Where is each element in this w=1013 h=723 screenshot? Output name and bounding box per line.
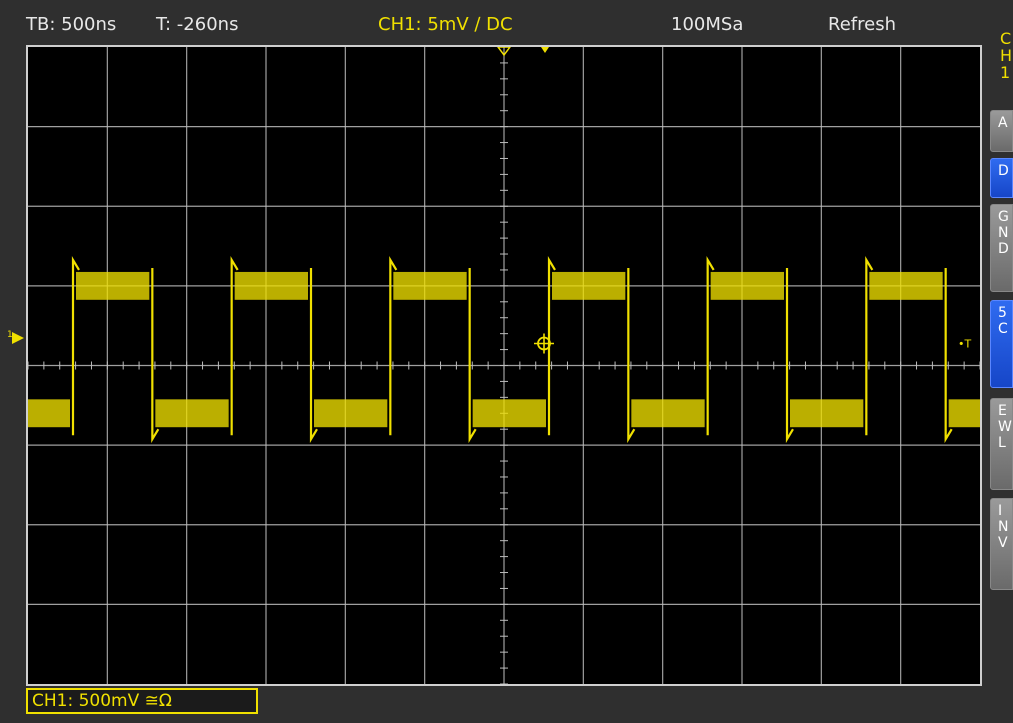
waveform-low-band <box>631 399 705 428</box>
waveform-plot: •T <box>27 46 981 685</box>
waveform-low-band <box>948 399 980 428</box>
sample-rate-readout: 100MSa <box>671 14 744 35</box>
softkey-1[interactable]: A <box>990 110 1013 152</box>
waveform-rising-edge <box>71 255 80 436</box>
softkey-label: A <box>998 115 1008 131</box>
corner-info-line: C <box>1000 30 1012 48</box>
softkey-label: G N D <box>998 209 1009 257</box>
waveform-falling-edge <box>468 267 477 444</box>
waveform-low-band <box>155 399 229 428</box>
trigger-level-marker: •T <box>958 338 971 351</box>
channel-setting-readout[interactable]: CH1: 5mV ∕ DC <box>378 14 513 35</box>
softkey-label: E W L <box>998 403 1012 451</box>
waveform-high-band <box>393 271 467 300</box>
ground-marker-label: 1 <box>7 330 13 340</box>
corner-info-line: 1 <box>1000 63 1011 81</box>
softkey-label: I N V <box>998 503 1009 551</box>
waveform-falling-edge <box>627 267 636 444</box>
waveform-falling-edge <box>309 267 318 444</box>
status-header: TB: 500ns T: -260ns CH1: 5mV ∕ DC 100MSa… <box>8 14 993 42</box>
waveform-high-band <box>76 271 150 300</box>
softkey-label: 5 C <box>998 305 1008 337</box>
channel-status-label: CH1: 500mV ≅Ω <box>32 691 172 711</box>
softkey-2[interactable]: D <box>990 158 1013 198</box>
channel-status-box[interactable]: CH1: 500mV ≅Ω <box>26 688 258 714</box>
trigger-offset-icon <box>541 47 549 53</box>
waveform-falling-edge <box>785 267 794 444</box>
trigger-time-readout[interactable]: T: -260ns <box>156 14 239 35</box>
timebase-readout[interactable]: TB: 500ns <box>26 14 117 35</box>
softkey-label: D <box>998 163 1009 179</box>
waveform-high-band <box>869 271 943 300</box>
waveform-low-band <box>314 399 388 428</box>
waveform-high-band <box>234 271 308 300</box>
corner-info-line: H <box>1000 46 1013 65</box>
waveform-rising-edge <box>389 255 398 436</box>
ground-marker-icon: 1 <box>7 330 24 344</box>
waveform-rising-edge <box>865 255 874 436</box>
softkey-6[interactable]: I N V <box>990 498 1013 590</box>
waveform-rising-edge <box>706 255 715 436</box>
softkey-4[interactable]: 5 C <box>990 300 1013 388</box>
waveform-rising-edge <box>547 255 556 436</box>
waveform-screen: •T <box>26 45 982 686</box>
softkey-3[interactable]: G N D <box>990 204 1013 292</box>
waveform-high-band <box>552 271 626 300</box>
waveform-high-band <box>710 271 784 300</box>
waveform-low-band <box>28 399 70 428</box>
corner-info: C H 1 <box>1000 30 1013 81</box>
waveform-rising-edge <box>230 255 239 436</box>
waveform-falling-edge <box>151 267 160 444</box>
waveform-falling-edge <box>944 267 953 444</box>
softkey-5[interactable]: E W L <box>990 398 1013 490</box>
waveform-low-band <box>472 399 546 428</box>
waveform-low-band <box>790 399 864 428</box>
trigger-position-icon <box>496 46 512 57</box>
acquisition-mode-readout: Refresh <box>828 14 896 35</box>
